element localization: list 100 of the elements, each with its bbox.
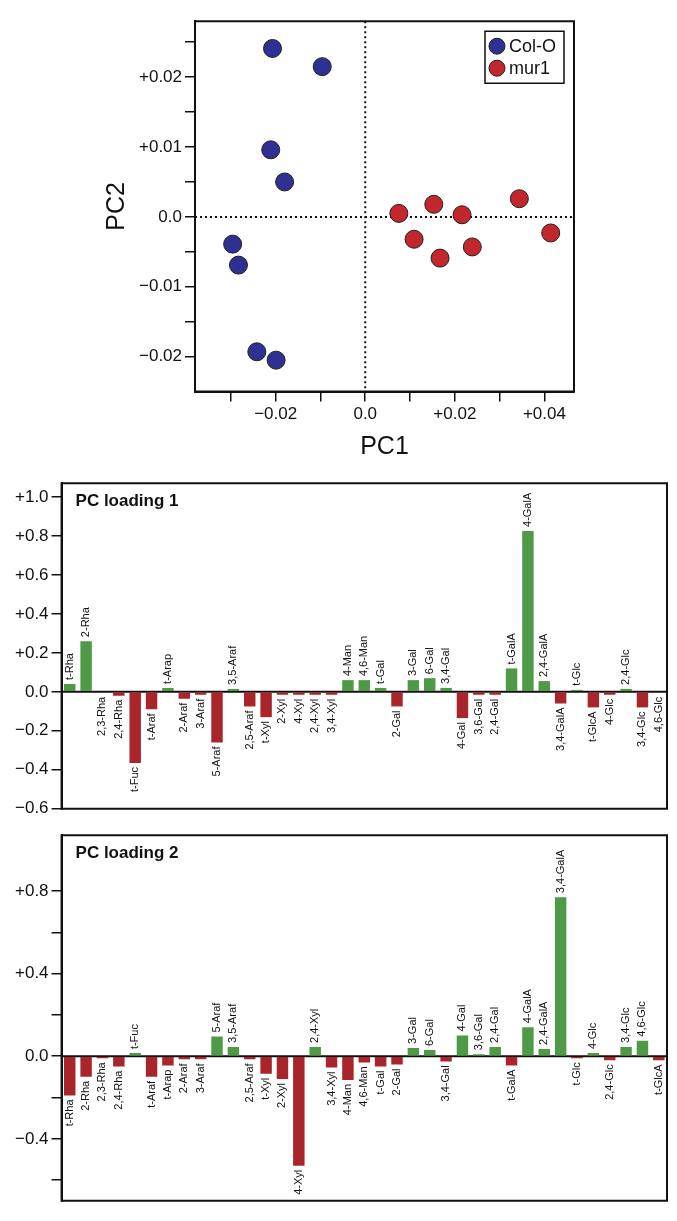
y-tick-label: +0.4	[15, 963, 49, 983]
bar	[309, 692, 321, 695]
category-label: 2-Gal	[390, 710, 403, 738]
point	[452, 205, 472, 225]
bar	[211, 1036, 223, 1056]
point	[509, 189, 529, 209]
bar	[473, 692, 485, 695]
bar	[407, 680, 420, 692]
category-label: 2,4-Glc	[619, 649, 632, 685]
text: PC loading 2	[75, 843, 179, 863]
category-label: 2,4-Rha	[111, 699, 124, 739]
category-label: t-Xyl	[259, 721, 272, 744]
bar	[64, 684, 76, 692]
x-tick-label: −0.02	[254, 404, 298, 424]
bar	[554, 692, 567, 704]
point	[312, 57, 332, 77]
bar	[538, 681, 550, 692]
category-label: 2,4-Xyl	[308, 1008, 321, 1043]
category-label: 2,3-Rha	[95, 1062, 108, 1102]
category-label: 2,5-Araf	[242, 710, 255, 750]
bar	[522, 530, 534, 692]
y-tick-label: +0.8	[15, 525, 49, 545]
y-tick-label: +1.0	[15, 486, 49, 506]
category-label: 3,5-Araf	[226, 645, 239, 685]
category-label: t-Fuc	[128, 1024, 141, 1050]
category-label: 6-Gal	[422, 647, 435, 675]
category-label: 5-Araf	[210, 1002, 223, 1033]
category-label: 3,6-Gal	[471, 698, 484, 735]
x-tick-label: +0.04	[522, 404, 566, 424]
bar	[522, 1027, 534, 1056]
bar	[620, 1046, 632, 1056]
bar	[227, 1046, 240, 1056]
bar	[211, 692, 223, 743]
bar	[260, 1056, 272, 1074]
bar	[440, 1056, 452, 1062]
category-label: 4-Man	[340, 644, 353, 677]
bar	[489, 1046, 501, 1056]
bar	[407, 1047, 420, 1056]
y-tick-label: +0.6	[15, 564, 49, 584]
category-label: t-Glc	[570, 662, 583, 686]
category-label: t-Fuc	[128, 766, 141, 793]
category-label: 3,4-Xyl	[324, 1071, 337, 1106]
category-label: 2,4-GalA	[537, 1001, 550, 1045]
category-label: 3,4-Xyl	[324, 698, 337, 733]
bar	[587, 692, 600, 708]
category-label: t-Xyl	[259, 1077, 272, 1100]
bar	[145, 692, 158, 710]
point	[223, 234, 243, 254]
category-label: 4-GalA	[520, 989, 533, 1024]
category-label: t-Araf	[144, 1080, 157, 1108]
y-tick-label: +0.8	[15, 880, 49, 900]
category-label: 2,4-Rha	[111, 1070, 124, 1110]
category-label: t-Araf	[144, 713, 157, 741]
bar	[636, 1040, 649, 1056]
bar	[374, 687, 387, 692]
bar	[653, 1056, 665, 1061]
legend-label: mur1	[509, 58, 551, 79]
y-tick-label: −0.2	[15, 720, 49, 740]
category-label: 3-Araf	[193, 1063, 206, 1094]
category-label: 6-Gal	[422, 1019, 435, 1047]
category-label: 2,4-Gal	[488, 1006, 501, 1043]
bar	[80, 641, 92, 692]
point	[389, 203, 409, 223]
category-label: t-Rha	[62, 653, 75, 681]
bar	[456, 692, 469, 719]
bar	[391, 692, 403, 707]
y-tick-label: +0.4	[15, 603, 49, 623]
category-label: 3,4-GalA	[553, 849, 566, 894]
y-tick-label: −0.6	[15, 798, 49, 818]
category-label: t-Rha	[62, 1099, 75, 1127]
bar	[162, 687, 174, 692]
category-label: 2,4-Glc	[602, 1064, 615, 1100]
point	[424, 194, 444, 214]
bar	[505, 668, 518, 692]
category-label: t-Gal	[373, 660, 386, 684]
x-tick-label: 0.0	[353, 404, 378, 424]
bar	[309, 1046, 321, 1056]
y-tick-label: 0.0	[24, 1045, 49, 1065]
bar	[145, 1056, 158, 1077]
x-axis-title: PC1	[360, 430, 409, 459]
category-label: 4-Glc	[602, 698, 615, 726]
bar	[325, 1056, 338, 1068]
category-label: 3,6-Gal	[471, 1014, 484, 1051]
category-label: 3,4-GalA	[553, 707, 566, 751]
point	[541, 223, 561, 243]
bar	[554, 897, 567, 1056]
category-label: 4-Gal	[455, 722, 468, 750]
text: PC loading 1	[75, 491, 179, 511]
x-tick-label: +0.02	[433, 404, 477, 424]
category-label: 2-Araf	[177, 1063, 190, 1094]
y-tick-label: +0.2	[15, 642, 49, 662]
category-label: 2,5-Araf	[242, 1063, 255, 1103]
category-label: 4-Xyl	[291, 1169, 304, 1195]
y-tick-label: −0.4	[15, 1128, 49, 1148]
category-label: t-Arap	[160, 1069, 173, 1100]
bar	[64, 1056, 76, 1096]
category-label: 4-Xyl	[291, 698, 304, 724]
bar	[113, 692, 125, 696]
category-label: 2,4-Gal	[488, 698, 501, 735]
bar	[276, 1056, 289, 1079]
